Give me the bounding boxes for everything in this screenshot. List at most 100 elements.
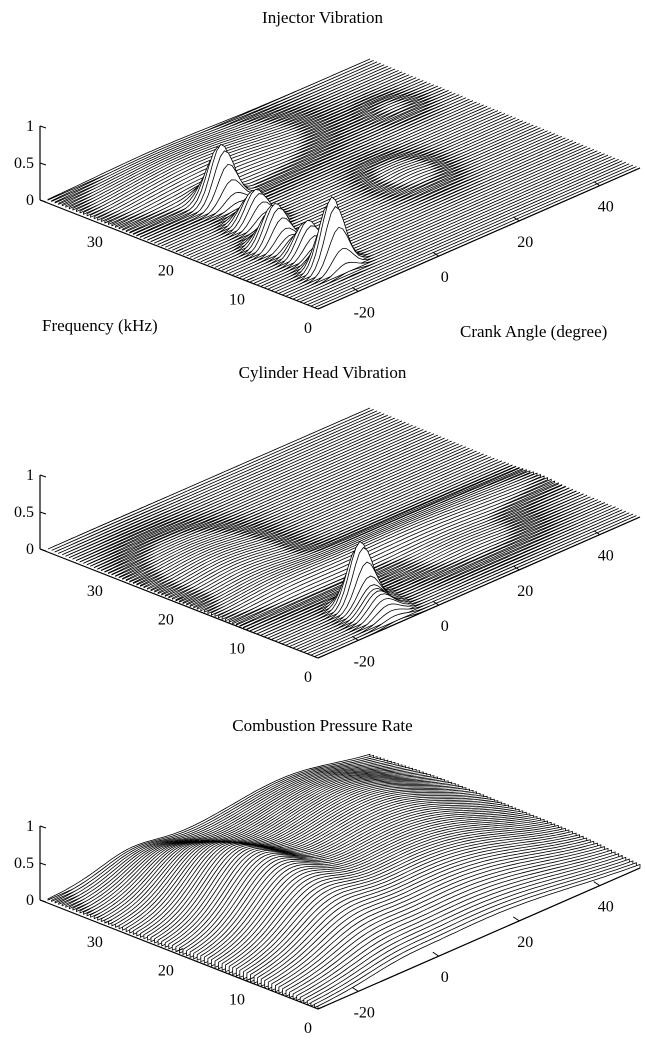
z-tick-label: 0	[26, 541, 34, 558]
surface-slice	[51, 409, 374, 551]
surface-slice	[122, 88, 445, 231]
frequency-tick	[175, 948, 184, 953]
surface-slice	[72, 417, 396, 560]
surface-slice	[79, 420, 403, 563]
surface-slice	[97, 427, 420, 570]
frequency-tick-label: 0	[304, 669, 312, 686]
frequency-tick-label: 20	[158, 963, 174, 980]
frequency-tick-label: 20	[158, 263, 174, 280]
surface-slice	[68, 416, 392, 559]
crank-tick	[432, 600, 440, 606]
surface-slice	[86, 423, 410, 566]
crank-tick-label: 0	[441, 269, 449, 286]
crank-tick-label: -20	[354, 1004, 375, 1021]
surface-slice	[65, 65, 388, 208]
frequency-tick-label: 0	[304, 320, 312, 337]
frequency-tick-label: 10	[229, 640, 245, 657]
surface-slice	[193, 117, 516, 260]
crank-angle-axis-label: Crank Angle (degree)	[460, 322, 608, 341]
z-tick	[39, 825, 47, 829]
crank-tick	[593, 881, 601, 887]
surface-slice	[179, 111, 502, 254]
surface	[47, 58, 641, 310]
surface-slice	[168, 456, 491, 599]
surface-slice	[246, 138, 570, 281]
surface-slice	[292, 157, 616, 300]
crank-tick-label: 0	[441, 618, 449, 635]
crank-tick-label: 40	[598, 899, 614, 916]
crank-tick-label: 0	[441, 969, 449, 986]
z-tick	[39, 862, 47, 866]
surface-slice	[175, 459, 499, 602]
surface-slice	[314, 166, 637, 308]
crank-tick	[512, 916, 520, 922]
frequency-axis-line	[39, 199, 319, 310]
frequency-tick	[104, 919, 113, 924]
surface-slice	[150, 449, 474, 592]
frequency-tick	[317, 1005, 326, 1010]
z-tick-label: 0.5	[14, 155, 34, 172]
crank-axis-line	[317, 516, 641, 659]
surface-slice	[68, 67, 392, 210]
frequency-tick	[104, 219, 113, 224]
frequency-tick	[317, 305, 326, 310]
crank-axis-line	[317, 167, 641, 310]
crank-tick	[351, 635, 359, 641]
crank-tick	[432, 951, 440, 957]
z-tick-label: 0	[26, 192, 34, 209]
frequency-tick-label: 30	[87, 934, 103, 951]
frequency-tick	[104, 568, 113, 573]
frequency-tick-label: 20	[158, 612, 174, 629]
z-tick-label: 1	[26, 118, 34, 135]
surface-slice	[58, 411, 381, 554]
surface-slice	[171, 457, 495, 600]
frequency-tick	[175, 597, 184, 602]
crank-axis-line	[317, 867, 641, 1010]
surface-slice	[310, 164, 634, 307]
crank-tick	[351, 986, 359, 992]
surface-slice	[168, 107, 491, 250]
surface-slice	[150, 100, 474, 243]
surface-slice	[307, 163, 630, 306]
surface-slice	[54, 410, 378, 553]
crank-tick-label: 20	[517, 583, 533, 600]
surface-slice	[76, 419, 399, 562]
z-tick	[39, 199, 47, 203]
surface-slice	[93, 426, 417, 569]
surface-slice	[90, 424, 413, 567]
frequency-tick	[317, 654, 326, 659]
surface-slice	[83, 421, 406, 564]
chart-title: Combustion Pressure Rate	[232, 716, 413, 735]
z-tick	[39, 899, 47, 903]
crank-tick	[432, 251, 440, 257]
z-tick	[39, 162, 47, 166]
surface-slice	[300, 160, 623, 303]
z-tick-label: 0	[26, 892, 34, 909]
chart-title: Cylinder Head Vibration	[238, 363, 407, 382]
frequency-tick	[246, 976, 255, 981]
z-tick	[39, 548, 47, 552]
surface-slice	[218, 127, 541, 270]
frequency-tick	[246, 276, 255, 281]
z-tick-label: 0.5	[14, 504, 34, 521]
frequency-axis-label: Frequency (kHz)	[42, 316, 158, 335]
surface-slice	[100, 429, 424, 572]
surface-slice	[317, 863, 641, 1010]
z-tick-label: 0.5	[14, 855, 34, 872]
z-tick	[39, 125, 47, 129]
chart-title: Injector Vibration	[262, 8, 383, 27]
crank-tick	[351, 286, 359, 292]
chart-panel-3: Combustion Pressure Rate 0 0.5 1 0 10 20 30 -20…	[0, 694, 645, 1041]
frequency-tick-label: 0	[304, 1020, 312, 1037]
crank-tick-label: 20	[517, 234, 533, 251]
crank-tick	[512, 216, 520, 222]
surface-slice	[289, 156, 612, 298]
z-tick-label: 1	[26, 818, 34, 835]
surface-slice	[175, 110, 499, 252]
surface-slice	[62, 413, 385, 556]
